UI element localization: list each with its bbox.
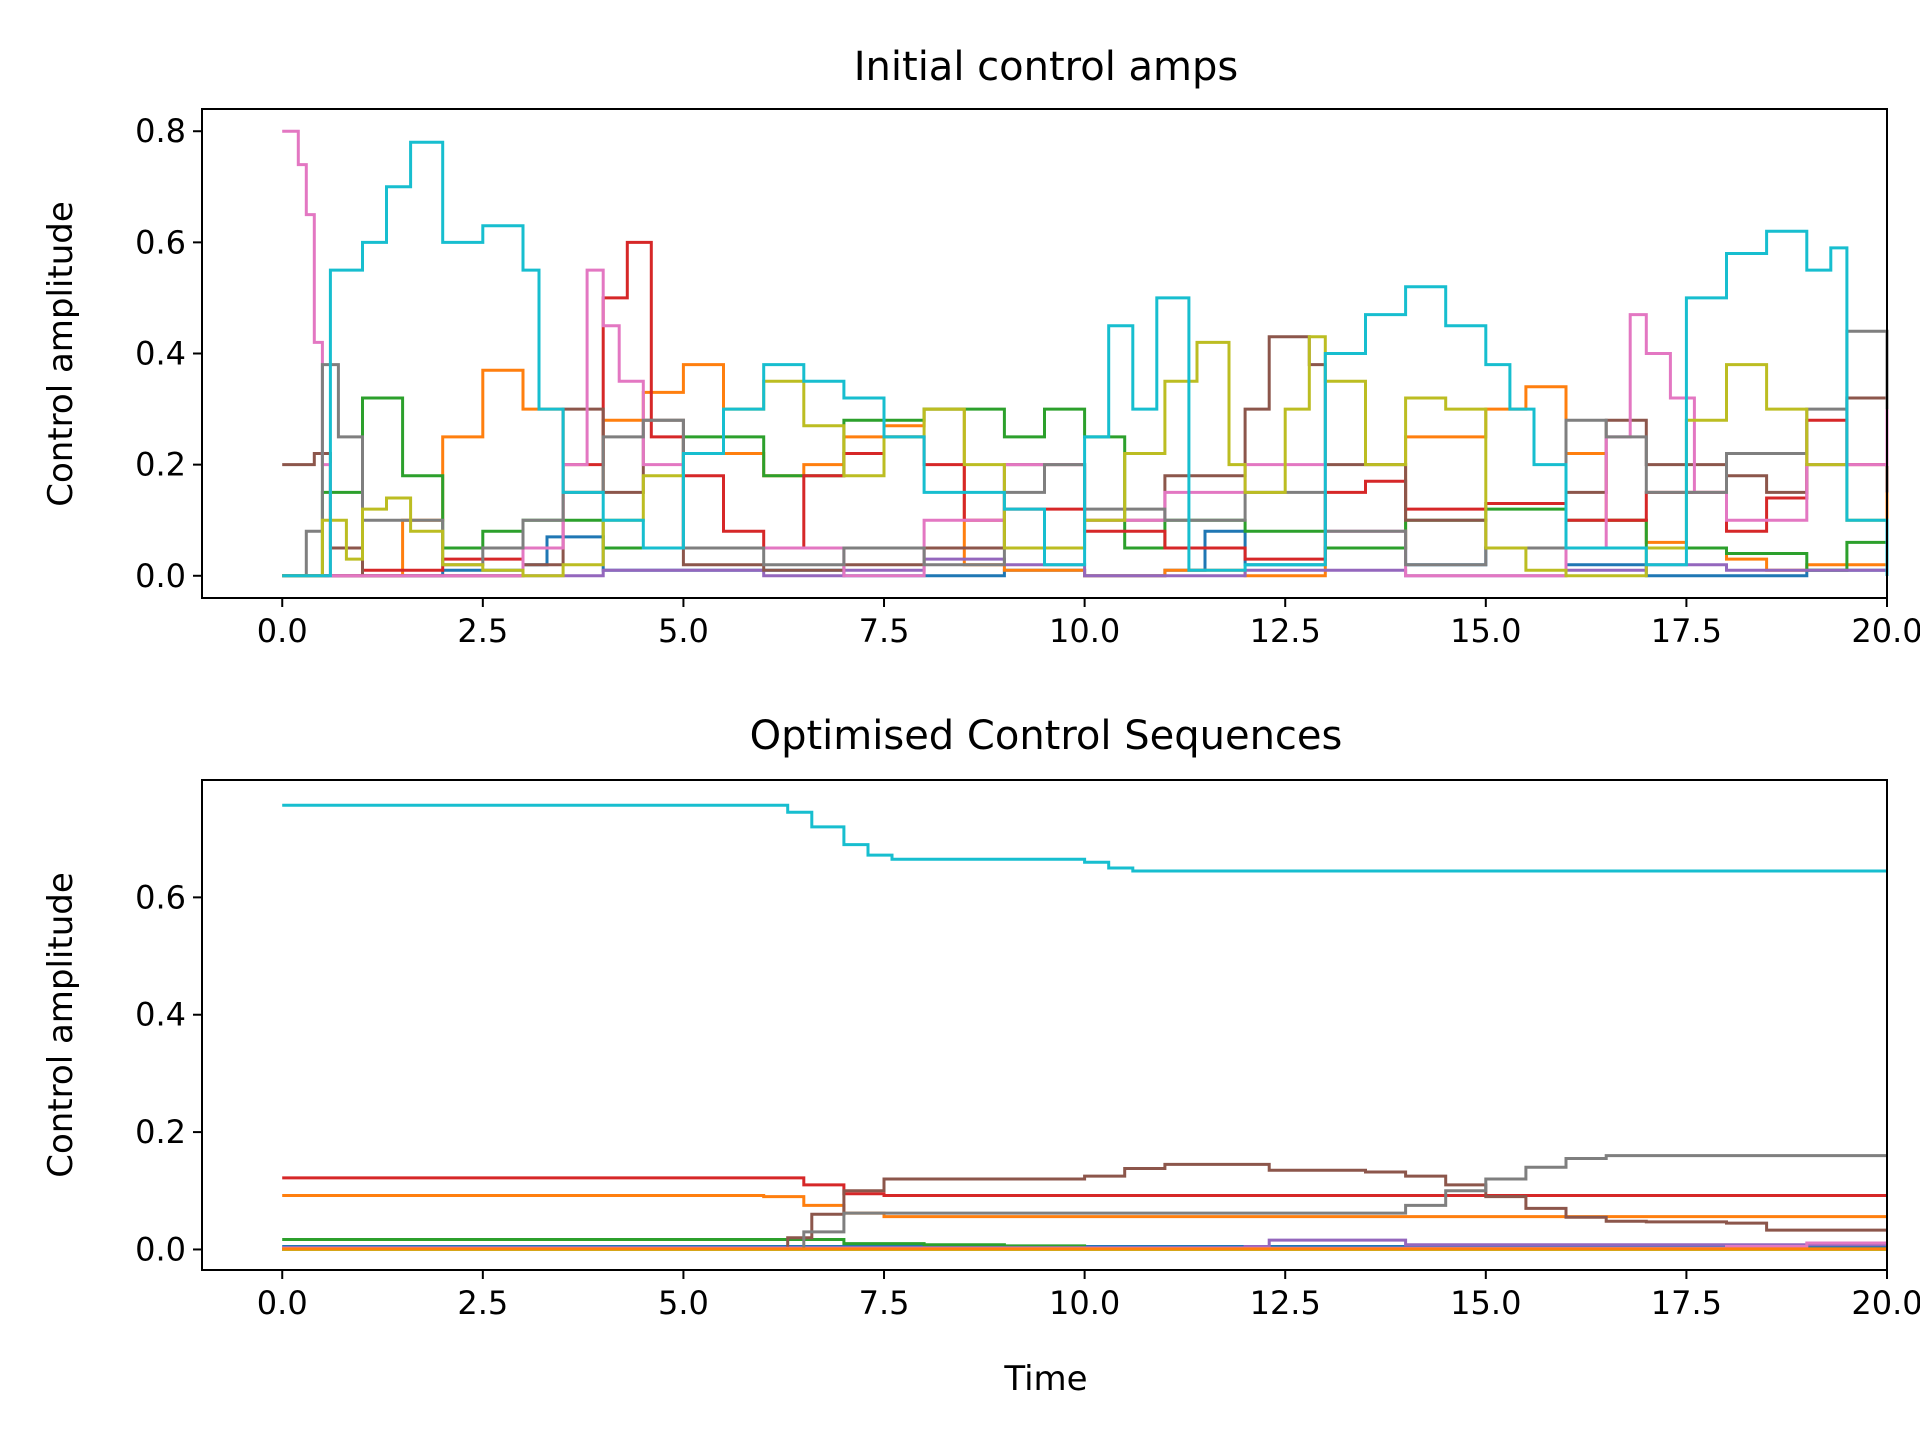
bottom-x-tick-label: 20.0 xyxy=(1851,1284,1920,1322)
top-y-axis-label: Control amplitude xyxy=(41,201,81,507)
top-x-tick-label: 5.0 xyxy=(658,612,709,650)
bottom-ticks: 0.0 2.5 5.0 7.5 10.0 12.5 15.0 17.5 20.0 0.0 0.2 0.… xyxy=(135,878,1920,1322)
top-x-tick-label: 17.5 xyxy=(1651,612,1722,650)
top-y-tick-label: 0.4 xyxy=(135,335,186,373)
bottom-y-tick-label: 0.0 xyxy=(135,1230,186,1268)
top-y-tick-label: 0.8 xyxy=(135,112,186,150)
top-x-tick-label: 2.5 xyxy=(457,612,508,650)
bottom-series-line-6 xyxy=(282,1162,1887,1251)
bottom-y-tick-label: 0.2 xyxy=(135,1113,186,1151)
bottom-x-axis-label: Time xyxy=(1003,1359,1087,1399)
top-x-tick-label: 20.0 xyxy=(1851,612,1920,650)
bottom-series-line-8 xyxy=(282,1154,1887,1251)
top-chart-title: Initial control amps xyxy=(854,44,1238,90)
bottom-series-line-2 xyxy=(282,1194,1887,1219)
bottom-series-line-10 xyxy=(282,803,1887,873)
top-x-tick-label: 7.5 xyxy=(859,612,910,650)
top-y-tick-label: 0.0 xyxy=(135,557,186,595)
top-x-tick-label: 12.5 xyxy=(1250,612,1321,650)
bottom-x-tick-label: 12.5 xyxy=(1250,1284,1321,1322)
bottom-x-tick-label: 17.5 xyxy=(1651,1284,1722,1322)
top-plot-area xyxy=(282,129,1889,578)
bottom-x-tick-label: 7.5 xyxy=(859,1284,910,1322)
bottom-x-tick-label: 0.0 xyxy=(257,1284,308,1322)
bottom-y-tick-label: 0.4 xyxy=(135,996,186,1034)
top-x-tick-label: 0.0 xyxy=(257,612,308,650)
bottom-axes-frame xyxy=(201,779,1888,1271)
bottom-x-tick-label: 15.0 xyxy=(1450,1284,1521,1322)
bottom-series-line-4 xyxy=(282,1176,1887,1197)
top-series-line-3 xyxy=(282,396,1889,578)
bottom-y-tick-label: 0.6 xyxy=(135,878,186,916)
top-x-tick-label: 10.0 xyxy=(1049,612,1120,650)
bottom-subplot: Optimised Control Sequences Control ampl… xyxy=(41,713,1920,1399)
top-axes-frame xyxy=(201,108,1888,599)
top-ticks: 0.0 2.5 5.0 7.5 10.0 12.5 15.0 17.5 20.0 0.0 0.2 0.… xyxy=(135,112,1920,650)
bottom-x-tick-label: 10.0 xyxy=(1049,1284,1120,1322)
bottom-x-tick-label: 5.0 xyxy=(658,1284,709,1322)
top-y-tick-label: 0.6 xyxy=(135,223,186,261)
top-x-tick-label: 15.0 xyxy=(1450,612,1521,650)
top-y-tick-label: 0.2 xyxy=(135,446,186,484)
top-series-line-10 xyxy=(282,140,1889,578)
bottom-chart-title: Optimised Control Sequences xyxy=(750,713,1343,759)
bottom-y-axis-label: Control amplitude xyxy=(41,872,81,1178)
bottom-plot-area xyxy=(282,803,1887,1251)
bottom-x-tick-label: 2.5 xyxy=(457,1284,508,1322)
top-subplot: Initial control amps Control amplitude 0… xyxy=(41,44,1920,650)
